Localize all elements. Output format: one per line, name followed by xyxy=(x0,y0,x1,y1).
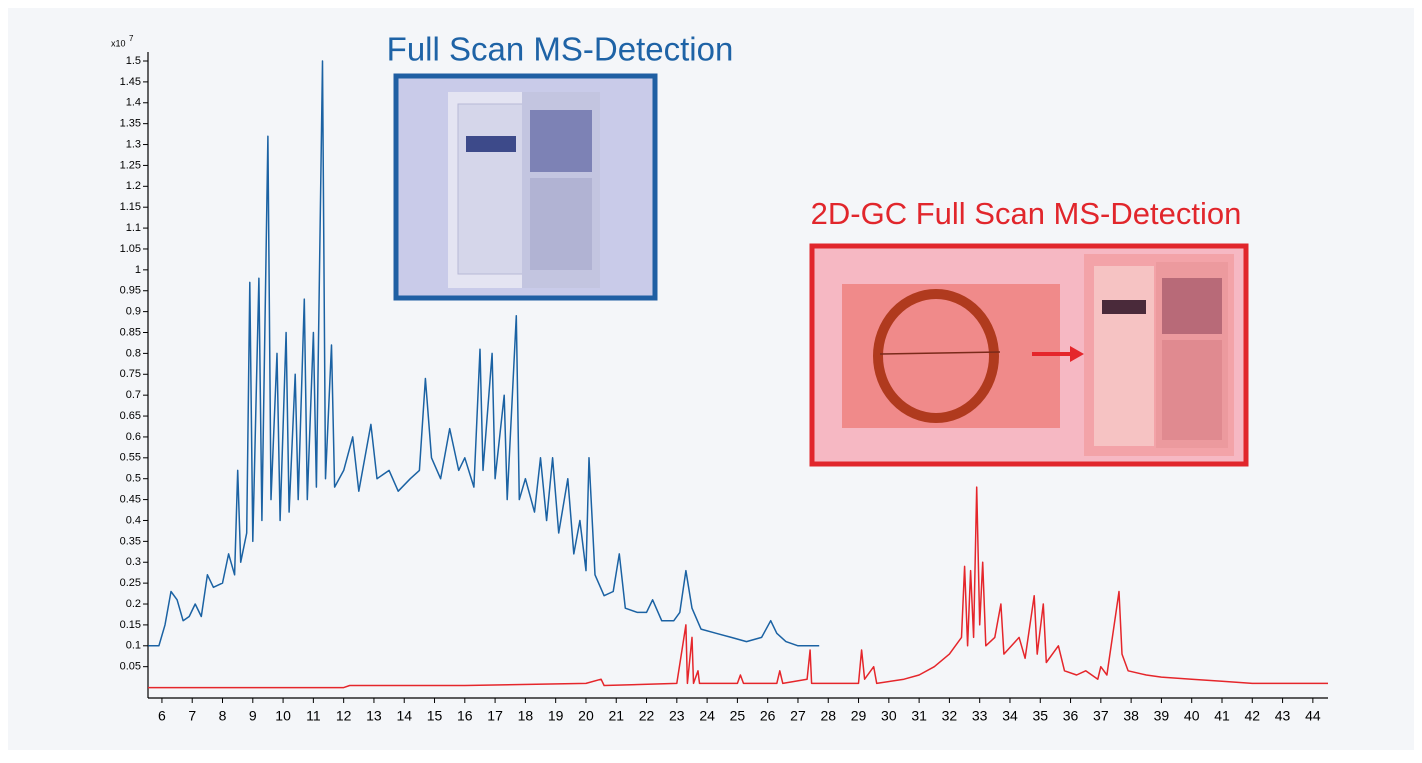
x-tick-label: 6 xyxy=(158,708,166,724)
x-tick-label: 25 xyxy=(730,708,746,724)
y-tick-label: 0.5 xyxy=(126,473,141,485)
annotation: 2D-GC Full Scan MS-Detection xyxy=(811,196,1242,231)
x-tick-label: 27 xyxy=(790,708,806,724)
x-tick-label: 16 xyxy=(457,708,473,724)
x-tick-label: 17 xyxy=(487,708,503,724)
y-tick-label: 1 xyxy=(135,264,141,276)
y-tick-label: 0.65 xyxy=(120,410,141,422)
x-tick-label: 20 xyxy=(578,708,594,724)
y-multiplier: x10 xyxy=(111,38,126,48)
y-tick-label: 1.15 xyxy=(120,201,141,213)
y-tick-label: 0.6 xyxy=(126,431,141,443)
y-tick-label: 0.35 xyxy=(120,535,141,547)
y-tick-label: 0.2 xyxy=(126,598,141,610)
x-tick-label: 33 xyxy=(972,708,988,724)
gc-photo xyxy=(809,243,1249,467)
y-tick-label: 1.25 xyxy=(120,159,141,171)
x-tick-label: 43 xyxy=(1275,708,1291,724)
x-tick-label: 35 xyxy=(1032,708,1048,724)
x-tick-label: 12 xyxy=(336,708,352,724)
y-tick-label: 0.15 xyxy=(120,619,141,631)
y-tick-label: 1.05 xyxy=(120,243,141,255)
x-tick-label: 7 xyxy=(188,708,196,724)
y-tick-label: 0.4 xyxy=(126,514,141,526)
x-tick-label: 26 xyxy=(760,708,776,724)
x-tick-label: 40 xyxy=(1184,708,1200,724)
x-tick-label: 37 xyxy=(1093,708,1109,724)
y-tick-label: 0.55 xyxy=(120,452,141,464)
ms-photo xyxy=(393,73,658,301)
y-tick-label: 0.3 xyxy=(126,556,141,568)
x-tick-label: 9 xyxy=(249,708,257,724)
x-tick-label: 14 xyxy=(396,708,412,724)
x-tick-label: 13 xyxy=(366,708,382,724)
y-tick-label: 0.45 xyxy=(120,493,141,505)
y-tick-label: 1.3 xyxy=(126,138,141,150)
x-tick-label: 32 xyxy=(942,708,958,724)
x-tick-label: 36 xyxy=(1063,708,1079,724)
x-tick-label: 23 xyxy=(669,708,685,724)
y-tick-label: 0.75 xyxy=(120,368,141,380)
y-tick-label: 1.2 xyxy=(126,180,141,192)
y-tick-label: 0.25 xyxy=(120,577,141,589)
x-tick-label: 44 xyxy=(1305,708,1321,724)
y-tick-label: 0.1 xyxy=(126,640,141,652)
x-tick-label: 15 xyxy=(427,708,443,724)
y-tick-label: 0.85 xyxy=(120,326,141,338)
y-tick-label: 1.45 xyxy=(120,76,141,88)
annotation: Full Scan MS-Detection xyxy=(387,31,734,68)
y-exponent: 7 xyxy=(129,34,134,43)
x-tick-label: 34 xyxy=(1002,708,1018,724)
x-tick-label: 38 xyxy=(1123,708,1139,724)
y-tick-label: 0.9 xyxy=(126,306,141,318)
x-tick-label: 24 xyxy=(699,708,715,724)
y-tick-label: 0.7 xyxy=(126,389,141,401)
x-tick-label: 30 xyxy=(881,708,897,724)
y-tick-label: 0.05 xyxy=(120,661,141,673)
x-tick-label: 8 xyxy=(219,708,227,724)
x-tick-label: 39 xyxy=(1154,708,1170,724)
series-line xyxy=(148,60,820,647)
x-tick-label: 42 xyxy=(1244,708,1260,724)
y-tick-label: 0.8 xyxy=(126,347,141,359)
x-tick-label: 11 xyxy=(306,708,321,724)
x-tick-label: 18 xyxy=(518,708,534,724)
x-tick-label: 21 xyxy=(608,708,624,724)
x-tick-label: 10 xyxy=(275,708,291,724)
y-tick-label: 0.95 xyxy=(120,285,141,297)
x-tick-label: 41 xyxy=(1214,708,1230,724)
x-tick-label: 22 xyxy=(639,708,655,724)
x-tick-label: 28 xyxy=(820,708,836,724)
x-tick-label: 29 xyxy=(851,708,867,724)
y-tick-label: 1.4 xyxy=(126,97,141,109)
x-tick-label: 19 xyxy=(548,708,564,724)
y-tick-label: 1.35 xyxy=(120,118,141,130)
y-tick-label: 1.1 xyxy=(126,222,141,234)
series-line xyxy=(148,486,1328,689)
y-tick-label: 1.5 xyxy=(126,55,141,67)
x-tick-label: 31 xyxy=(911,708,927,724)
